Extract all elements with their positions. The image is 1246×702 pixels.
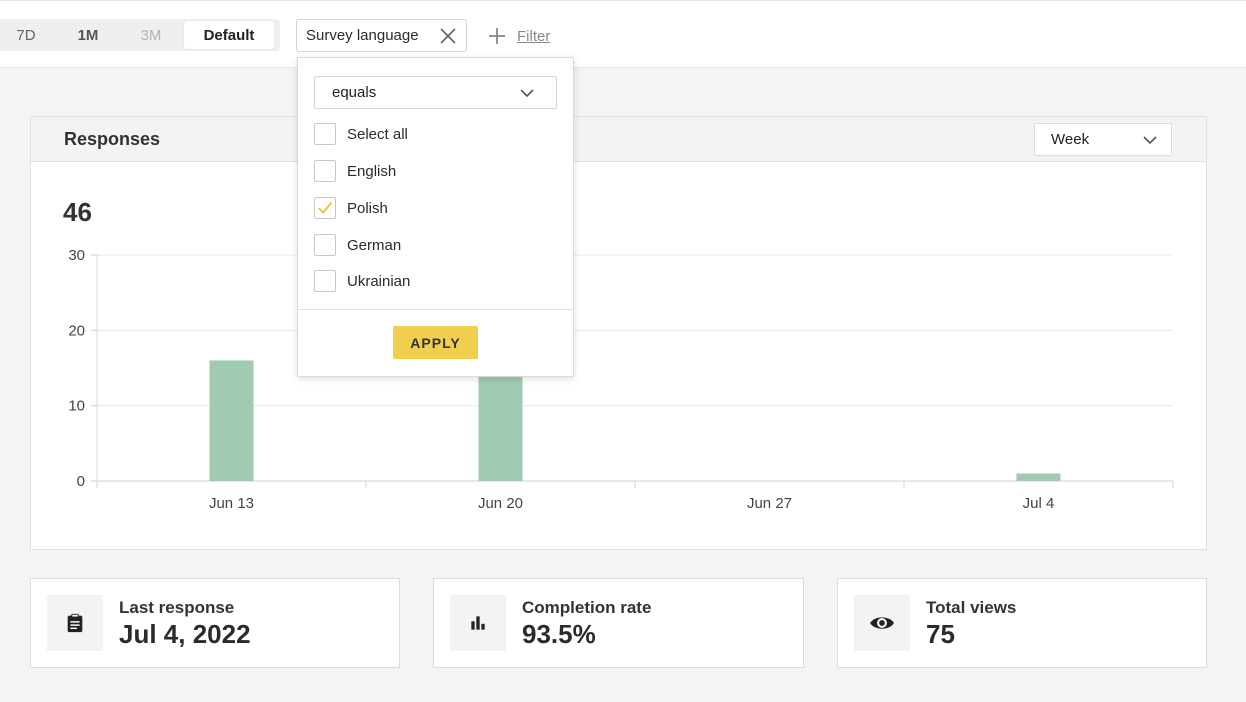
responses-title: Responses [64, 129, 161, 149]
responses-bar-chart: 0 10 20 30 Jun 13 Jun 20 Jun 27 Jul 4 [68, 247, 1174, 512]
filter-dropdown-panel: equals Select all English Polish German … [297, 57, 574, 377]
checkbox[interactable] [314, 270, 336, 292]
bar [1016, 473, 1061, 481]
operator-select[interactable]: equals [314, 76, 557, 109]
stat-icon-box [47, 595, 103, 651]
apply-button[interactable]: APPLY [393, 326, 478, 359]
y-tick-label: 20 [68, 322, 85, 339]
chevron-down-icon [1143, 136, 1157, 145]
add-filter-button[interactable]: Filter [487, 24, 550, 48]
y-tick-label: 10 [68, 398, 85, 415]
responses-total: 46 [63, 197, 92, 227]
stat-label: Completion rate [522, 598, 652, 617]
bar [478, 375, 523, 481]
interval-value: Week [1051, 131, 1090, 148]
divider [298, 309, 573, 310]
option-english[interactable]: English [314, 159, 396, 183]
stat-label: Total views [926, 598, 1017, 617]
top-toolbar: 7D 1M 3M Default Survey language Filter [0, 0, 1246, 68]
date-range-selector: 7D 1M 3M Default [0, 19, 280, 51]
option-label: Select all [347, 125, 408, 143]
option-label: German [347, 236, 402, 254]
checkbox[interactable] [314, 123, 336, 145]
close-icon[interactable] [439, 27, 457, 45]
option-select-all[interactable]: Select all [314, 122, 408, 146]
stat-value: 93.5% [522, 619, 596, 649]
add-filter-label: Filter [517, 27, 551, 45]
bar [209, 360, 254, 481]
interval-select[interactable]: Week [1034, 123, 1172, 156]
stat-value: Jul 4, 2022 [119, 619, 251, 649]
bar-chart-icon [471, 616, 485, 630]
range-default-button[interactable]: Default [184, 21, 274, 49]
option-german[interactable]: German [314, 233, 401, 257]
filter-chip-label: Survey language [306, 27, 419, 44]
option-label: English [347, 162, 397, 180]
checkmark-icon [317, 201, 333, 214]
range-1m-button[interactable]: 1M [77, 26, 99, 44]
chevron-down-icon [520, 89, 534, 98]
range-3m-button[interactable]: 3M [140, 26, 162, 44]
stat-card-total-views: Total views 75 [837, 578, 1207, 668]
option-label: Ukrainian [347, 272, 411, 290]
checkbox[interactable] [314, 234, 336, 256]
stat-card-last-response: Last response Jul 4, 2022 [30, 578, 400, 668]
operator-value: equals [332, 84, 377, 101]
stat-icon-box [854, 595, 910, 651]
option-label: Polish [347, 199, 388, 217]
y-tick-label: 0 [77, 473, 85, 490]
stat-icon-box [450, 595, 506, 651]
stat-label: Last response [119, 598, 235, 617]
x-tick-label: Jul 4 [1023, 495, 1055, 512]
stat-card-completion-rate: Completion rate 93.5% [433, 578, 804, 668]
option-polish[interactable]: Polish [314, 196, 388, 220]
checkbox-checked[interactable] [314, 197, 336, 219]
clipboard-icon [67, 613, 83, 633]
plus-icon [489, 28, 505, 44]
responses-card: Responses Week 46 0 10 20 30 Jun 13 Jun 20 Jun… [30, 116, 1207, 550]
eye-icon [870, 617, 894, 629]
range-7d-button[interactable]: 7D [16, 26, 36, 44]
x-tick-label: Jun 13 [209, 495, 254, 512]
option-ukrainian[interactable]: Ukrainian [314, 269, 410, 293]
x-tick-label: Jun 20 [478, 495, 523, 512]
checkbox[interactable] [314, 160, 336, 182]
stat-value: 75 [926, 619, 955, 649]
y-tick-label: 30 [68, 247, 85, 264]
x-tick-label: Jun 27 [747, 495, 792, 512]
survey-language-filter-chip[interactable]: Survey language [296, 19, 467, 52]
responses-card-header: Responses Week [31, 117, 1206, 162]
